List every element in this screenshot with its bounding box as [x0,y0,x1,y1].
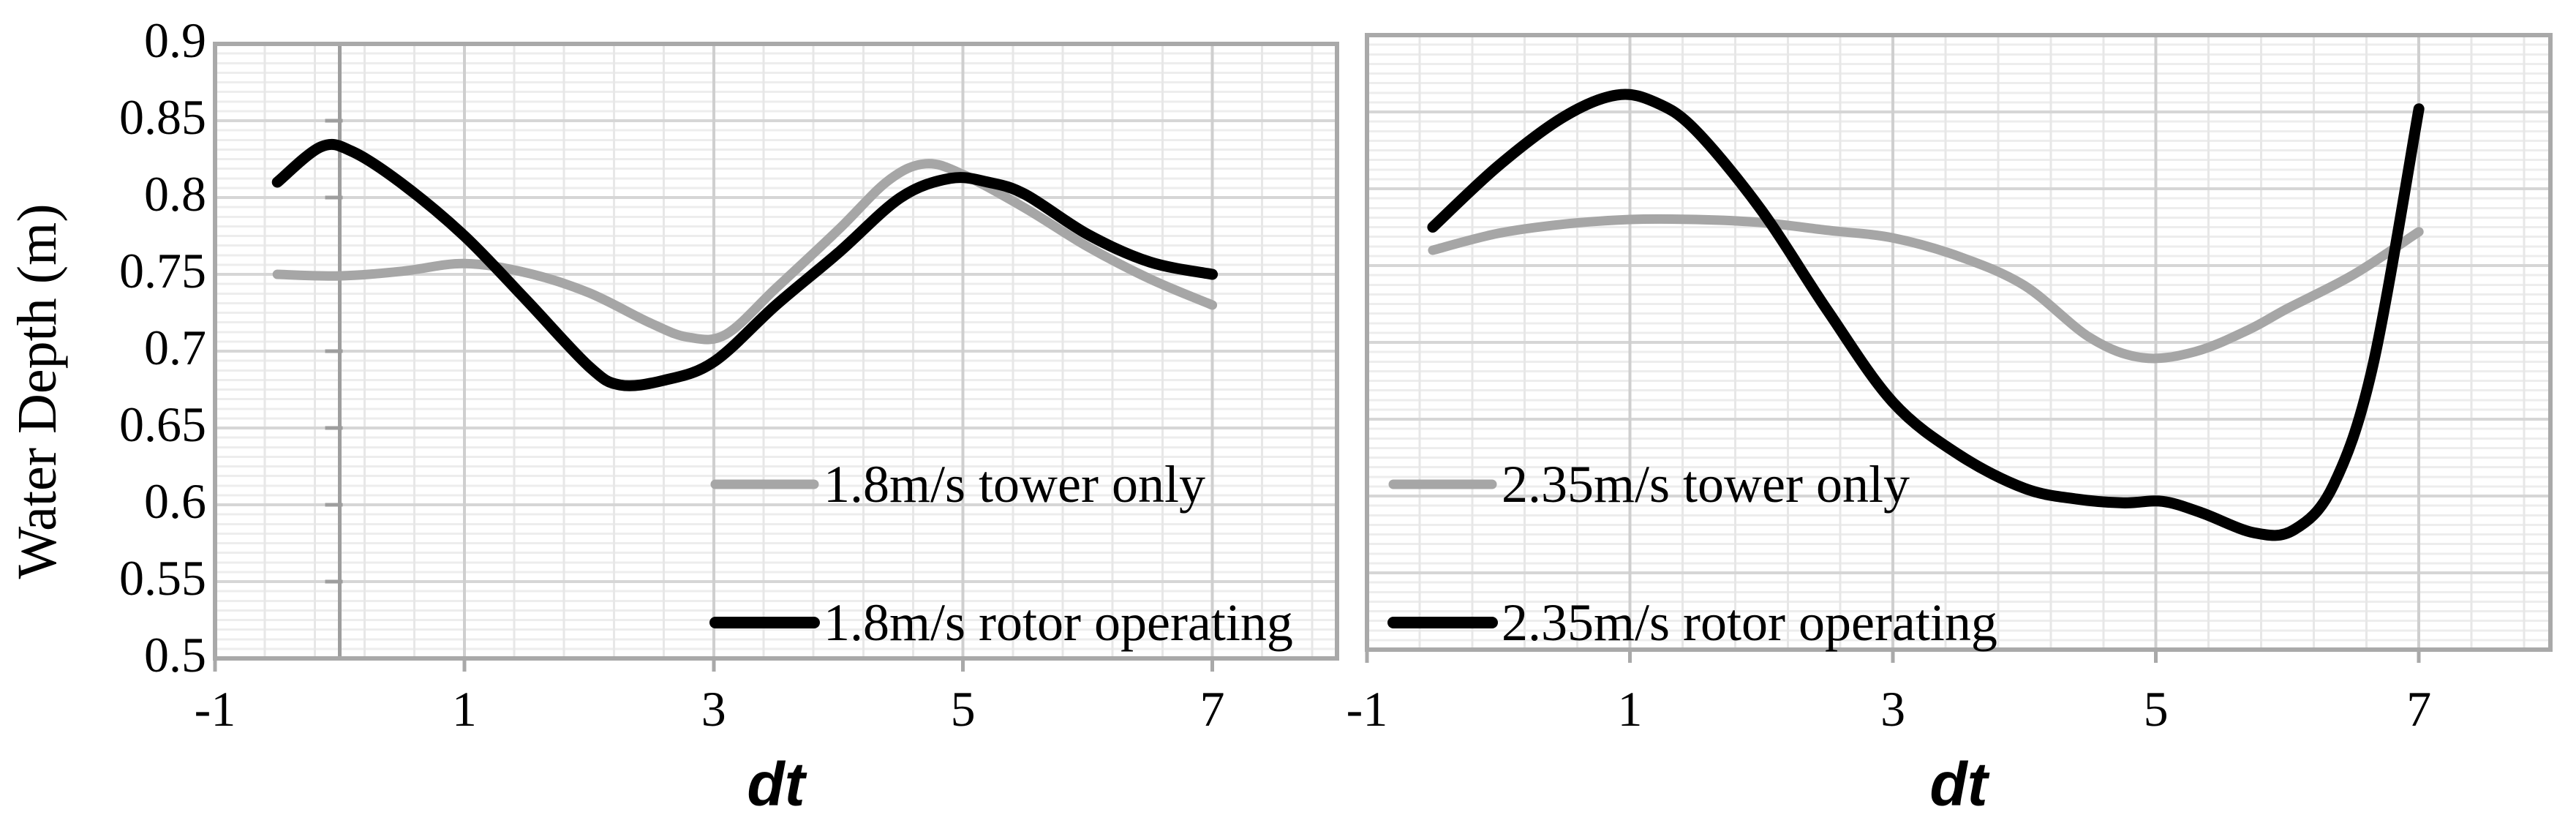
x-tick-label: 7 [2406,681,2431,737]
x-tick-label: 1 [1618,681,1643,737]
curve-1.8m-s-rotor-operating [271,138,1219,391]
chart-generated-layer: -1 1 3 5 70.90.850.80.750.70.650.60.550.5-1 1… [119,12,2553,737]
legend-left: 1.8m/s tower only 1.8m/s rotor operating [709,455,1293,652]
legend-label-rotor-operating-left: 1.8m/s rotor operating [824,593,1293,652]
y-axis-title: Water Depth (m) [7,204,68,579]
curve-2.35m-s-tower-only [1428,214,2424,364]
legend-label-rotor-operating-right: 2.35m/s rotor operating [1502,593,1997,652]
legend-label-tower-only-left: 1.8m/s tower only [824,455,1205,514]
curve-2.35m-s-rotor-operating [1427,89,2425,541]
x-axis-title-left: dt [747,750,807,819]
y-tick-label: 0.65 [119,397,206,452]
x-tick-label: 1 [452,681,477,737]
legend-label-tower-only-right: 2.35m/s tower only [1502,455,1910,514]
curve-1.8m-s-tower-only [272,159,1218,345]
x-tick-label: -1 [195,681,236,737]
y-tick-label: 0.55 [119,550,206,606]
legend-right: 2.35m/s tower only 2.35m/s rotor operati… [1387,455,1997,652]
x-tick-label: 3 [1880,681,1905,737]
x-axis-title-right: dt [1929,750,1989,819]
plot-frame [213,42,1339,661]
x-tick-label: 7 [1200,681,1225,737]
x-tick-label: 5 [2144,681,2169,737]
y-tick-label: 0.85 [119,89,206,145]
x-tick-label: 5 [951,681,976,737]
y-tick-label: 0.75 [119,243,206,298]
y-tick-label: 0.5 [144,627,206,683]
x-tick-label: 3 [701,681,726,737]
y-tick-label: 0.9 [144,12,206,68]
y-tick-label: 0.7 [144,320,206,375]
x-tick-label: -1 [1347,681,1388,737]
y-tick-label: 0.8 [144,166,206,222]
y-tick-label: 0.6 [144,473,206,529]
plot-frame [1365,33,2553,652]
